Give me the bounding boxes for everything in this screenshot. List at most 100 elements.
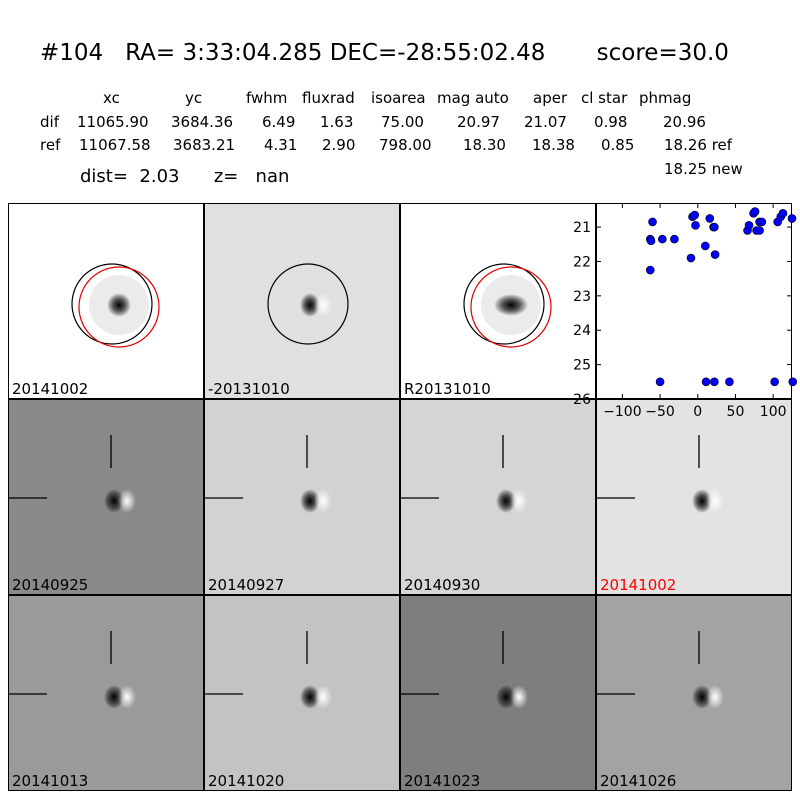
candidate-id: #104: [40, 40, 104, 66]
data-point: [645, 265, 655, 275]
col-header-aper: aper: [533, 89, 568, 107]
stamp-image: [205, 435, 332, 513]
dipole-negative: [692, 489, 712, 513]
table-cell: 3684.36: [171, 113, 234, 131]
table-cell: 11065.90: [77, 113, 149, 131]
stamp-panel: -20131010: [204, 203, 400, 399]
data-point: [686, 253, 696, 263]
table-cell: 4.31: [264, 136, 298, 154]
data-point: [648, 217, 657, 227]
stamp-panel: 20140927: [204, 399, 400, 595]
data-point: [757, 217, 767, 227]
stamp-date-label: -20131010: [208, 380, 290, 398]
light-curve-svg: 21 22 23 24 25 26 −100 −50 0 50 100: [573, 203, 798, 420]
stamp-date-label: 20141002: [12, 380, 89, 398]
dist-value: 2.03: [139, 166, 180, 187]
stamp-image: [267, 263, 349, 345]
table-cell: 0.85: [601, 136, 635, 154]
data-point: [744, 221, 754, 230]
aperture-circle-red: [78, 266, 160, 348]
table-cell: 3683.21: [173, 136, 236, 154]
dipole-negative: [104, 489, 124, 513]
y-tick-label: 22: [573, 254, 591, 270]
data-point: [710, 377, 719, 387]
table-cell: 20.96: [663, 113, 706, 131]
data-point: [655, 377, 665, 387]
x-tick-label: −100: [603, 404, 641, 420]
data-point: [710, 250, 720, 259]
stamp-image: [71, 263, 160, 348]
aperture-circle-black: [267, 263, 349, 345]
dipole-negative: [496, 685, 516, 709]
stamp-image: [463, 263, 552, 348]
stamp-panel: 20141026: [596, 595, 792, 791]
col-header-magauto: mag auto: [437, 89, 509, 107]
y-tick-label: 25: [573, 358, 591, 374]
dipole-negative: [104, 685, 124, 709]
ra-label: RA=: [125, 40, 176, 66]
stamp-panel: 20141020: [204, 595, 400, 791]
stamp-image: [597, 435, 724, 513]
stamp-image: [9, 435, 136, 513]
stamp-date-label: 20141013: [12, 772, 89, 790]
aperture-circle-black: [71, 263, 153, 345]
score-value: 30.0: [677, 40, 729, 66]
score-label: score=: [596, 40, 678, 66]
dipole-positive: [118, 489, 136, 513]
y-tick-label: 24: [573, 323, 591, 339]
col-header-yc: yc: [185, 89, 203, 107]
dipole-positive: [314, 293, 332, 317]
dipole-positive: [706, 489, 724, 513]
stamp-date-label: 20141020: [208, 772, 285, 790]
stamp-image: [597, 631, 724, 709]
dipole-positive: [706, 685, 724, 709]
dipole-negative: [300, 293, 320, 317]
dipole-negative: [300, 685, 320, 709]
col-header-xc: xc: [103, 89, 120, 107]
distance-readout: dist= 2.03 z= nan: [80, 166, 289, 187]
data-point: [770, 377, 779, 387]
data-point: [755, 226, 764, 235]
data-point: [670, 234, 679, 244]
phmag-new: 18.25 new: [664, 160, 743, 178]
col-header-fluxrad: fluxrad: [302, 89, 355, 107]
dec-value: -28:55:02.48: [397, 40, 546, 66]
stamp-image: [205, 631, 332, 709]
data-point: [691, 221, 700, 230]
data-point: [701, 377, 711, 387]
z-label: z=: [213, 166, 239, 187]
x-tick-label: −50: [645, 404, 675, 420]
stamp-panel: 20141002: [596, 399, 792, 595]
star-source: [107, 293, 131, 317]
stamp-date-label: 20141023: [404, 772, 481, 790]
data-point: [701, 241, 710, 251]
dipole-negative: [300, 489, 320, 513]
dipole-positive: [314, 685, 332, 709]
ra-value: 3:33:04.285: [182, 40, 323, 66]
col-header-fwhm: fwhm: [246, 89, 288, 107]
data-point: [658, 234, 667, 244]
data-point: [710, 222, 719, 232]
stamp-panel: 20141002: [8, 203, 204, 399]
table-cell: 798.00: [379, 136, 432, 154]
data-point: [725, 377, 734, 387]
stamp-image: [401, 435, 528, 513]
col-header-isoarea: isoarea: [371, 89, 426, 107]
data-point: [705, 214, 715, 223]
stamp-panel: 20141023: [400, 595, 596, 791]
dipole-positive: [314, 489, 332, 513]
stamp-panel: 20140925: [8, 399, 204, 595]
x-tick-label: 50: [727, 404, 745, 420]
stamp-image: [401, 631, 528, 709]
y-tick-label: 23: [573, 289, 591, 305]
table-cell: 6.49: [262, 113, 296, 131]
x-tick-label: 0: [693, 404, 702, 420]
stamp-date-label: 20140927: [208, 576, 285, 594]
data-point: [778, 209, 788, 218]
row-label-ref: ref: [40, 136, 61, 154]
aperture-circle-black: [463, 263, 545, 345]
table-cell: 11067.58: [79, 136, 151, 154]
table-cell: 2.90: [322, 136, 356, 154]
table-cell: 0.98: [594, 113, 628, 131]
stamp-date-label: 20141026: [600, 772, 677, 790]
